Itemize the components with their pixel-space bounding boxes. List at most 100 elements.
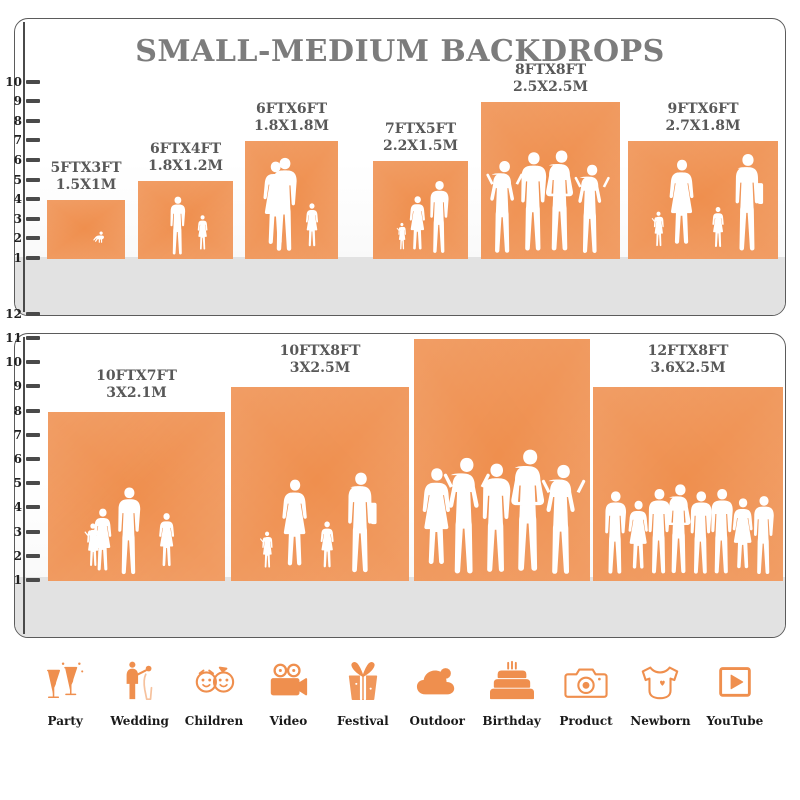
bar-size-feet: 7FTX5FT xyxy=(384,121,457,137)
backdrop-bar[interactable] xyxy=(414,339,590,581)
bar-size-meters: 1.5X1M xyxy=(55,177,117,194)
y-axis-tick xyxy=(26,311,40,316)
play-button-icon xyxy=(707,655,763,707)
people-silhouettes xyxy=(481,102,620,259)
use-case-item[interactable]: Video xyxy=(251,655,325,728)
y-axis-tick xyxy=(26,432,40,437)
page-title: SMALL-MEDIUM BACKDROPS xyxy=(135,34,665,69)
y-axis-tick-label: 3 xyxy=(13,211,22,226)
y-axis-tick xyxy=(26,578,40,582)
y-axis-tick xyxy=(26,481,40,486)
y-axis-tick xyxy=(26,236,40,241)
use-case-item[interactable]: Outdoor xyxy=(400,655,474,728)
people-silhouettes xyxy=(48,412,225,581)
use-case-item[interactable]: Product xyxy=(549,655,623,728)
bar-size-label: 8FTX8FT 2.5X2.5M xyxy=(481,62,620,96)
people-silhouettes xyxy=(628,141,778,259)
y-axis-tick-label: 10 xyxy=(5,74,22,89)
bar-size-feet: 8FTX8FT xyxy=(514,62,587,79)
y-axis-tick xyxy=(26,216,40,221)
use-case-item[interactable]: YouTube xyxy=(698,655,772,728)
two-kids-faces-icon xyxy=(186,655,242,707)
y-axis-tick xyxy=(26,99,40,104)
gift-box-icon xyxy=(335,655,391,707)
y-axis-tick xyxy=(26,336,40,340)
bar-size-label: 5FTX3FT 1.5X1M xyxy=(47,160,125,194)
y-axis-tick-label: 1 xyxy=(13,251,22,265)
bar-size-feet: 6FTX4FT xyxy=(149,140,222,157)
film-camera-icon xyxy=(260,655,316,707)
y-axis-tick xyxy=(26,457,40,461)
bar-size-label: 10FTX7FT 3X2.1M xyxy=(48,368,225,402)
backdrop-bar[interactable] xyxy=(231,387,409,581)
use-case-item[interactable]: Wedding xyxy=(102,655,176,728)
y-axis-tick-label: 9 xyxy=(13,94,22,109)
use-case-item[interactable]: Birthday xyxy=(474,655,548,728)
y-axis-tick xyxy=(26,256,40,260)
y-axis-tick-label: 5 xyxy=(13,476,22,491)
use-case-label: Wedding xyxy=(110,714,169,728)
y-axis-tick-label: 4 xyxy=(13,500,22,515)
use-case-label: Festival xyxy=(336,714,389,728)
use-case-item[interactable]: Newborn xyxy=(623,655,697,728)
y-axis-tick-label: 8 xyxy=(13,403,22,418)
bar-size-feet: 9FTX6FT xyxy=(667,101,739,118)
panel-floor xyxy=(15,577,785,637)
people-silhouettes xyxy=(245,141,338,259)
backdrop-bar[interactable] xyxy=(593,387,783,581)
y-axis-tick-label: 2 xyxy=(13,231,22,246)
y-axis-tick-label: 3 xyxy=(13,524,22,539)
use-case-item[interactable]: Festival xyxy=(326,655,400,728)
bar-size-meters: 1.8X1.2M xyxy=(147,157,224,174)
y-axis-tick xyxy=(26,177,40,182)
backdrop-bar[interactable] xyxy=(628,141,778,259)
bar-size-meters: 3X2.5M xyxy=(289,360,351,377)
y-axis-line xyxy=(23,22,25,312)
use-case-item[interactable]: Party xyxy=(28,655,102,728)
backdrop-bar[interactable] xyxy=(48,411,225,581)
people-silhouettes xyxy=(593,387,783,581)
bar-size-meters: 2.7X1.8M xyxy=(665,118,741,135)
panel-floor xyxy=(15,257,785,315)
people-silhouettes xyxy=(414,339,590,581)
y-axis-tick xyxy=(26,118,40,123)
y-axis-tick-label: 5 xyxy=(13,172,22,187)
backdrop-bar[interactable] xyxy=(245,141,338,259)
use-case-label: Video xyxy=(269,714,308,728)
chart-panel-small-medium: 5FTX3FT 1.5X1M 6FTX4FT 1.8X1.2M 6FTX6FT 1.8X1… xyxy=(14,18,786,316)
bar-size-label: 9FTX6FT 2.7X1.8M xyxy=(628,101,778,135)
use-case-item[interactable]: Children xyxy=(177,655,251,728)
y-axis-tick-label: 12 xyxy=(5,306,22,321)
y-axis-tick-label: 7 xyxy=(13,427,22,442)
y-axis-line xyxy=(23,337,25,634)
use-case-label: Children xyxy=(184,714,244,728)
bar-size-feet: 12FTX8FT xyxy=(647,343,729,360)
y-axis-tick xyxy=(26,158,40,162)
cloud-sun-icon xyxy=(409,655,465,707)
people-silhouettes xyxy=(231,387,409,581)
bar-size-meters: 2.5X2.5M xyxy=(512,79,589,96)
bar-size-meters: 2.2X1.5M xyxy=(382,138,459,154)
backdrop-bar[interactable] xyxy=(138,180,233,259)
bar-size-label: 7FTX5FT 2.2X1.5M xyxy=(373,121,468,155)
wedding-couple-icon xyxy=(112,655,168,707)
y-axis-tick-label: 2 xyxy=(13,548,22,563)
y-axis-tick-label: 9 xyxy=(13,379,22,394)
use-case-label: Party xyxy=(47,714,83,728)
people-silhouettes xyxy=(138,181,233,259)
y-axis-tick xyxy=(26,529,40,534)
photo-camera-icon xyxy=(558,655,614,707)
champagne-toast-icon xyxy=(37,655,93,707)
use-case-label: Birthday xyxy=(482,714,541,728)
y-axis-tick xyxy=(26,505,40,510)
y-axis-tick-label: 6 xyxy=(13,153,22,167)
backdrop-bar[interactable] xyxy=(373,161,468,259)
y-axis-tick-label: 10 xyxy=(5,355,22,370)
y-axis-tick-label: 8 xyxy=(13,113,22,128)
bar-size-feet: 6FTX6FT xyxy=(255,101,328,118)
bar-size-meters: 3.6X2.5M xyxy=(650,360,726,377)
y-axis-tick xyxy=(26,384,40,389)
backdrop-bar[interactable] xyxy=(481,102,620,259)
baby-onesie-icon xyxy=(632,655,688,707)
chart-panel-large: 10FTX7FT3X2.1M10FTX8FT3X2.5M10FTX10FT3X3… xyxy=(14,333,786,638)
